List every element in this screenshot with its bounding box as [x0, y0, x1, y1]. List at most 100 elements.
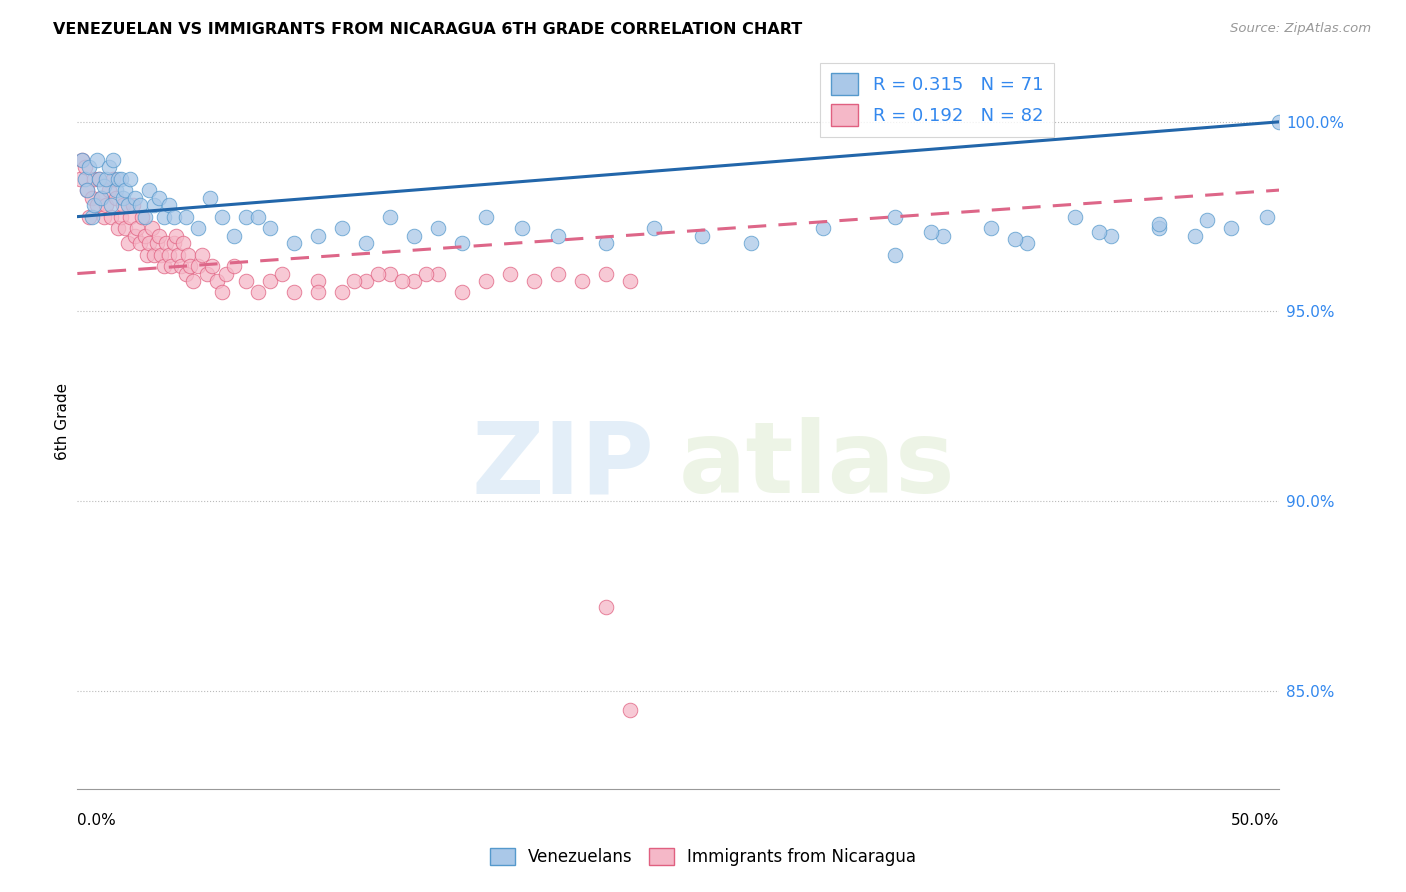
Point — [932, 228, 955, 243]
Point — [127, 221, 149, 235]
Point — [107, 171, 129, 186]
Text: Source: ZipAtlas.com: Source: ZipAtlas.com — [1230, 22, 1371, 36]
Point — [811, 221, 834, 235]
Point — [141, 221, 163, 235]
Point — [643, 221, 665, 235]
Point — [153, 210, 176, 224]
Point — [378, 267, 401, 281]
Point — [259, 221, 281, 235]
Point — [191, 247, 214, 261]
Point — [93, 210, 115, 224]
Text: VENEZUELAN VS IMMIGRANTS FROM NICARAGUA 6TH GRADE CORRELATION CHART: VENEZUELAN VS IMMIGRANTS FROM NICARAGUA … — [53, 22, 803, 37]
Point — [174, 210, 197, 224]
Point — [195, 267, 218, 281]
Point — [1149, 221, 1171, 235]
Point — [121, 198, 143, 212]
Point — [883, 247, 905, 261]
Point — [110, 210, 132, 224]
Point — [136, 247, 159, 261]
Point — [402, 228, 425, 243]
Point — [619, 274, 641, 288]
Point — [124, 191, 146, 205]
Point — [128, 198, 150, 212]
Point — [187, 259, 209, 273]
Point — [510, 221, 533, 235]
Point — [104, 183, 127, 197]
Point — [198, 191, 221, 205]
Point — [162, 210, 184, 224]
Point — [97, 161, 120, 175]
Point — [883, 210, 905, 224]
Point — [79, 210, 101, 224]
Point — [128, 236, 150, 251]
Point — [93, 179, 115, 194]
Point — [179, 259, 201, 273]
Point — [103, 171, 125, 186]
Point — [427, 221, 450, 235]
Point — [76, 183, 98, 197]
Point — [451, 285, 474, 300]
Point — [143, 198, 166, 212]
Point — [205, 274, 228, 288]
Point — [69, 171, 91, 186]
Point — [499, 267, 522, 281]
Point — [138, 183, 160, 197]
Y-axis label: 6th Grade: 6th Grade — [55, 383, 70, 460]
Point — [354, 236, 377, 251]
Legend: Venezuelans, Immigrants from Nicaragua: Venezuelans, Immigrants from Nicaragua — [482, 841, 924, 873]
Point — [307, 285, 329, 300]
Point — [451, 236, 474, 251]
Point — [571, 274, 593, 288]
Point — [134, 228, 156, 243]
Point — [692, 228, 714, 243]
Point — [547, 228, 569, 243]
Point — [162, 236, 184, 251]
Point — [87, 171, 110, 186]
Point — [70, 153, 93, 167]
Point — [172, 236, 194, 251]
Point — [174, 267, 197, 281]
Point — [145, 236, 167, 251]
Point — [246, 210, 269, 224]
Point — [1184, 228, 1206, 243]
Point — [86, 153, 108, 167]
Point — [1268, 115, 1291, 129]
Point — [523, 274, 546, 288]
Point — [283, 285, 305, 300]
Point — [160, 259, 183, 273]
Point — [148, 228, 170, 243]
Point — [475, 274, 498, 288]
Point — [143, 247, 166, 261]
Point — [307, 228, 329, 243]
Point — [87, 171, 110, 186]
Point — [354, 274, 377, 288]
Point — [73, 171, 96, 186]
Point — [83, 198, 105, 212]
Point — [73, 161, 96, 175]
Point — [427, 267, 450, 281]
Point — [391, 274, 413, 288]
Point — [124, 228, 146, 243]
Legend: R = 0.315   N = 71, R = 0.192   N = 82: R = 0.315 N = 71, R = 0.192 N = 82 — [820, 62, 1054, 137]
Point — [103, 153, 125, 167]
Point — [1197, 213, 1219, 227]
Point — [307, 274, 329, 288]
Point — [1149, 217, 1171, 231]
Point — [107, 221, 129, 235]
Point — [83, 171, 105, 186]
Point — [111, 191, 134, 205]
Point — [343, 274, 366, 288]
Point — [1220, 221, 1243, 235]
Point — [619, 703, 641, 717]
Point — [79, 161, 101, 175]
Point — [165, 228, 187, 243]
Point — [595, 600, 617, 615]
Text: 50.0%: 50.0% — [1232, 814, 1279, 828]
Point — [211, 285, 233, 300]
Point — [170, 259, 193, 273]
Point — [157, 198, 180, 212]
Point — [155, 236, 177, 251]
Point — [330, 285, 353, 300]
Point — [246, 285, 269, 300]
Point — [96, 198, 118, 212]
